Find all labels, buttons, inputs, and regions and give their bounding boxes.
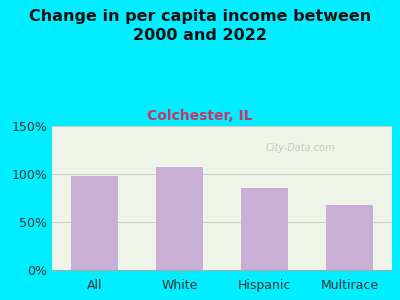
- Bar: [241, 188, 288, 270]
- Bar: [156, 167, 203, 270]
- Text: Colchester, IL: Colchester, IL: [147, 110, 253, 124]
- Bar: [71, 176, 118, 270]
- Text: City-Data.com: City-Data.com: [265, 142, 335, 153]
- Text: Change in per capita income between
2000 and 2022: Change in per capita income between 2000…: [29, 9, 371, 43]
- Bar: [326, 205, 373, 270]
